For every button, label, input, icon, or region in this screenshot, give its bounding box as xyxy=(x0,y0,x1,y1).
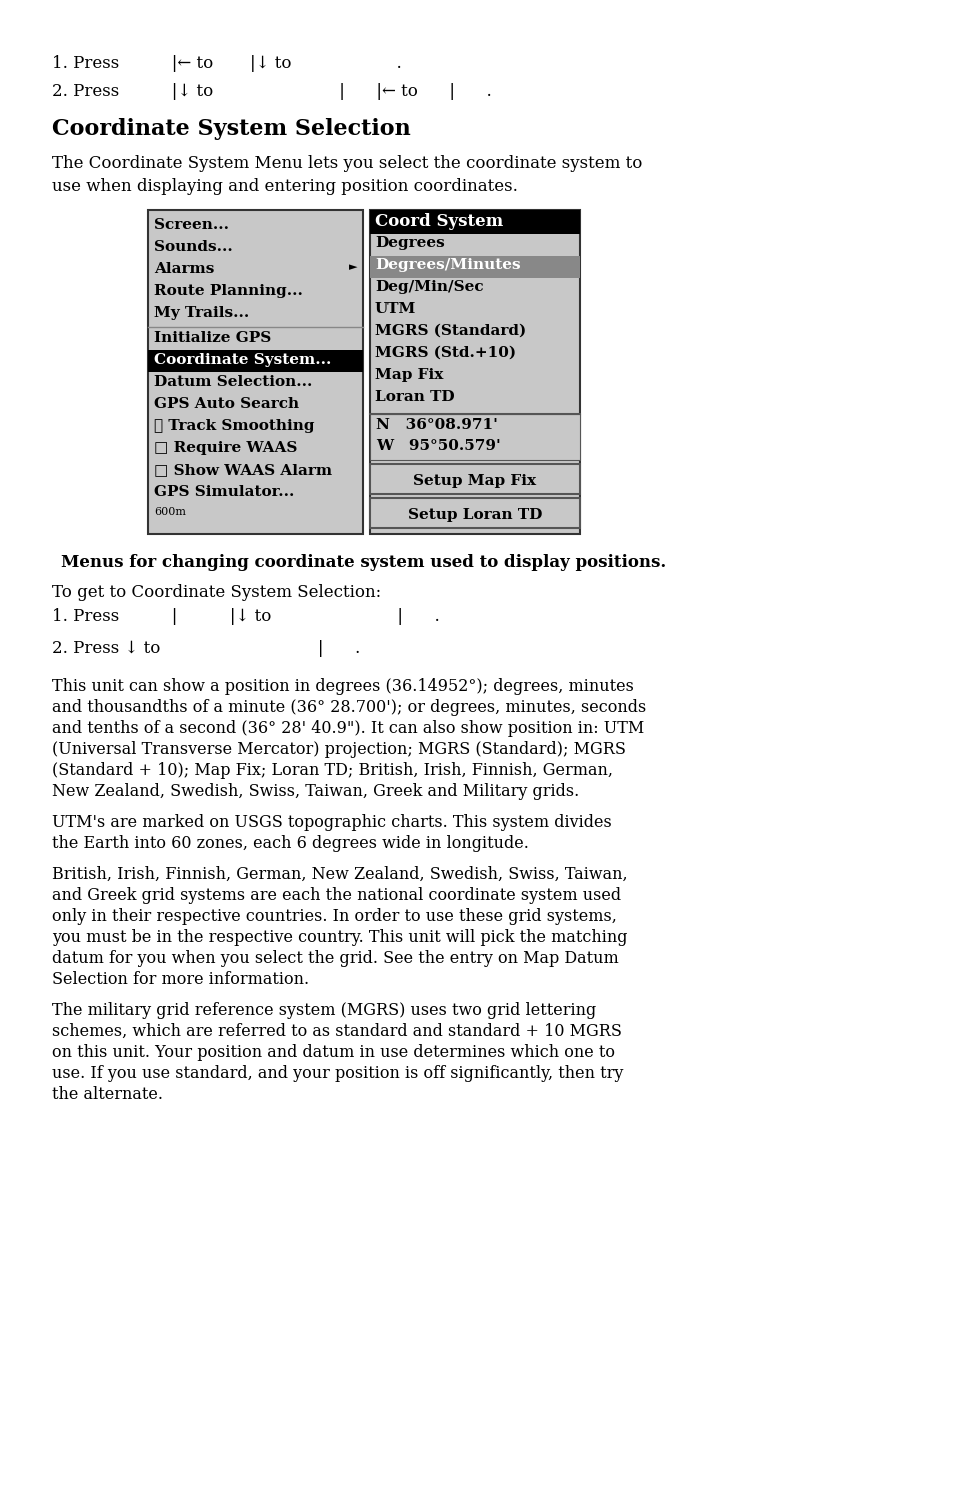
Bar xyxy=(148,210,363,534)
Text: Alarms: Alarms xyxy=(153,262,214,277)
Text: 2. Press ↓ to                              |      .: 2. Press ↓ to | . xyxy=(52,639,360,657)
Text: MGRS (Std.+10): MGRS (Std.+10) xyxy=(375,346,516,360)
Text: Sounds...: Sounds... xyxy=(153,239,233,254)
Text: ☒ Track Smoothing: ☒ Track Smoothing xyxy=(153,419,314,433)
Text: UTM: UTM xyxy=(375,302,416,317)
Text: use when displaying and entering position coordinates.: use when displaying and entering positio… xyxy=(52,178,517,195)
Text: GPS Simulator...: GPS Simulator... xyxy=(153,485,294,500)
Text: □ Require WAAS: □ Require WAAS xyxy=(153,442,297,455)
Text: The Coordinate System Menu lets you select the coordinate system to: The Coordinate System Menu lets you sele… xyxy=(52,155,641,172)
Text: W   95°50.579': W 95°50.579' xyxy=(375,439,500,454)
Bar xyxy=(370,464,579,494)
Text: and tenths of a second (36° 28' 40.9"). It can also show position in: UTM: and tenths of a second (36° 28' 40.9"). … xyxy=(52,720,643,738)
Text: 600m: 600m xyxy=(153,507,186,517)
Text: (Universal Transverse Mercator) projection; MGRS (Standard); MGRS: (Universal Transverse Mercator) projecti… xyxy=(52,741,625,758)
Text: ►: ► xyxy=(349,262,357,272)
Bar xyxy=(370,210,579,233)
Text: Coord System: Coord System xyxy=(375,213,503,230)
Text: Degrees: Degrees xyxy=(375,236,444,250)
Text: Menus for changing coordinate system used to display positions.: Menus for changing coordinate system use… xyxy=(61,555,666,571)
Text: Route Planning...: Route Planning... xyxy=(153,284,302,297)
Text: the alternate.: the alternate. xyxy=(52,1086,163,1103)
Text: the Earth into 60 zones, each 6 degrees wide in longitude.: the Earth into 60 zones, each 6 degrees … xyxy=(52,836,528,852)
Text: 1. Press          |          |↓ to                        |      .: 1. Press | |↓ to | . xyxy=(52,608,439,625)
Text: you must be in the respective country. This unit will pick the matching: you must be in the respective country. T… xyxy=(52,929,627,946)
Text: Datum Selection...: Datum Selection... xyxy=(153,375,312,390)
Text: □ Show WAAS Alarm: □ Show WAAS Alarm xyxy=(153,462,332,477)
Text: MGRS (Standard): MGRS (Standard) xyxy=(375,324,526,338)
Text: New Zealand, Swedish, Swiss, Taiwan, Greek and Military grids.: New Zealand, Swedish, Swiss, Taiwan, Gre… xyxy=(52,784,578,800)
Text: British, Irish, Finnish, German, New Zealand, Swedish, Swiss, Taiwan,: British, Irish, Finnish, German, New Zea… xyxy=(52,865,627,883)
Text: (Standard + 10); Map Fix; Loran TD; British, Irish, Finnish, German,: (Standard + 10); Map Fix; Loran TD; Brit… xyxy=(52,761,613,779)
Text: Coordinate System...: Coordinate System... xyxy=(153,352,331,367)
Text: on this unit. Your position and datum in use determines which one to: on this unit. Your position and datum in… xyxy=(52,1044,615,1062)
Text: UTM's are marked on USGS topographic charts. This system divides: UTM's are marked on USGS topographic cha… xyxy=(52,813,611,831)
Text: and thousandths of a minute (36° 28.700'); or degrees, minutes, seconds: and thousandths of a minute (36° 28.700'… xyxy=(52,699,645,717)
Text: use. If you use standard, and your position is off significantly, then try: use. If you use standard, and your posit… xyxy=(52,1065,622,1083)
Bar xyxy=(370,256,579,278)
Text: Selection for more information.: Selection for more information. xyxy=(52,971,309,987)
Text: schemes, which are referred to as standard and standard + 10 MGRS: schemes, which are referred to as standa… xyxy=(52,1023,621,1039)
Bar xyxy=(370,210,579,534)
Bar xyxy=(370,413,579,459)
Text: only in their respective countries. In order to use these grid systems,: only in their respective countries. In o… xyxy=(52,909,617,925)
Text: 2. Press          |↓ to                        |      |← to      |      .: 2. Press |↓ to | |← to | . xyxy=(52,83,491,100)
Bar xyxy=(370,498,579,528)
Text: Loran TD: Loran TD xyxy=(375,390,455,404)
Text: This unit can show a position in degrees (36.14952°); degrees, minutes: This unit can show a position in degrees… xyxy=(52,678,633,694)
Bar xyxy=(148,349,363,372)
Text: My Trails...: My Trails... xyxy=(153,306,249,320)
Text: GPS Auto Search: GPS Auto Search xyxy=(153,397,299,410)
Text: and Greek grid systems are each the national coordinate system used: and Greek grid systems are each the nati… xyxy=(52,888,620,904)
Text: Setup Loran TD: Setup Loran TD xyxy=(407,509,541,522)
Text: The military grid reference system (MGRS) uses two grid lettering: The military grid reference system (MGRS… xyxy=(52,1002,596,1019)
Text: Initialize GPS: Initialize GPS xyxy=(153,332,271,345)
Text: Map Fix: Map Fix xyxy=(375,367,443,382)
Text: Screen...: Screen... xyxy=(153,219,229,232)
Text: 1. Press          |← to       |↓ to                    .: 1. Press |← to |↓ to . xyxy=(52,55,401,71)
Text: Deg/Min/Sec: Deg/Min/Sec xyxy=(375,280,483,294)
Text: datum for you when you select the grid. See the entry on Map Datum: datum for you when you select the grid. … xyxy=(52,950,618,967)
Text: Coordinate System Selection: Coordinate System Selection xyxy=(52,117,411,140)
Text: Setup Map Fix: Setup Map Fix xyxy=(413,474,536,488)
Text: Degrees/Minutes: Degrees/Minutes xyxy=(375,259,520,272)
Text: N   36°08.971': N 36°08.971' xyxy=(375,418,497,433)
Text: To get to Coordinate System Selection:: To get to Coordinate System Selection: xyxy=(52,584,381,601)
